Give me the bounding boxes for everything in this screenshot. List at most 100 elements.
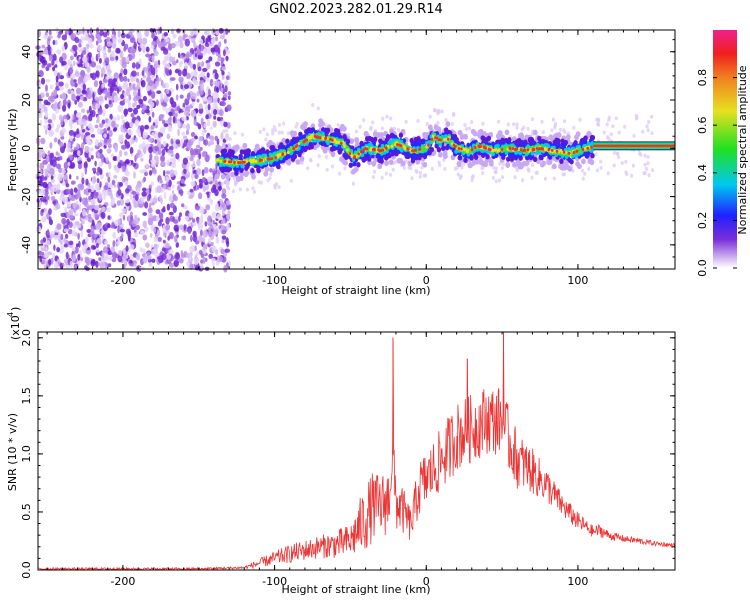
noise-cell	[224, 128, 229, 133]
noise-cell	[208, 229, 213, 238]
noise-cell	[631, 163, 636, 168]
noise-cell	[187, 228, 192, 235]
noise-cell	[181, 131, 185, 136]
noise-cell	[188, 195, 194, 199]
noise-cell	[380, 126, 384, 131]
noise-cell	[213, 224, 217, 230]
noise-cell	[68, 215, 74, 219]
noise-cell	[190, 147, 194, 156]
noise-cell	[197, 222, 203, 231]
noise-cell	[156, 90, 162, 94]
noise-cell	[51, 113, 57, 121]
noise-cell	[179, 188, 183, 197]
noise-cell	[552, 176, 556, 181]
noise-cell	[56, 163, 61, 170]
noise-cell	[184, 61, 188, 70]
noise-cell	[154, 60, 159, 68]
noise-cell	[90, 259, 96, 267]
ridge-cell	[245, 148, 250, 154]
noise-cell	[136, 128, 141, 134]
noise-cell	[74, 71, 81, 77]
ridge-cell	[577, 163, 582, 170]
noise-cell	[530, 117, 535, 122]
noise-cell	[650, 114, 654, 119]
noise-cell	[384, 171, 388, 176]
noise-cell	[198, 136, 203, 142]
ridge-cell	[413, 136, 419, 143]
noise-cell	[212, 184, 216, 191]
noise-cell	[87, 37, 93, 45]
noise-cell	[51, 58, 55, 66]
noise-cell	[198, 249, 203, 255]
noise-cell	[213, 115, 217, 120]
noise-cell	[277, 130, 281, 135]
ridge-cell	[214, 173, 220, 180]
noise-cell	[213, 211, 217, 219]
noise-cell	[205, 114, 209, 120]
noise-cell	[123, 68, 128, 76]
noise-cell	[193, 118, 197, 126]
ridge-cell	[295, 159, 301, 165]
noise-cell	[617, 130, 621, 135]
noise-cell	[138, 143, 144, 150]
noise-cell	[171, 184, 175, 189]
noise-cell	[138, 197, 142, 205]
noise-cell	[40, 188, 46, 196]
noise-cell	[121, 208, 127, 215]
noise-cell	[124, 160, 130, 165]
noise-cell	[84, 120, 88, 127]
noise-cell	[158, 255, 164, 264]
noise-cell	[210, 257, 216, 262]
ridge-cell	[507, 152, 512, 158]
ridge-cell	[311, 127, 316, 133]
noise-cell	[272, 125, 276, 129]
noise-cell	[97, 142, 103, 148]
noise-cell	[80, 229, 84, 238]
noise-cell	[55, 151, 59, 156]
noise-cell	[534, 170, 538, 175]
noise-cell	[306, 166, 310, 171]
noise-cell	[69, 154, 73, 161]
noise-cell	[175, 83, 179, 91]
noise-cell	[84, 256, 89, 261]
noise-cell	[391, 167, 395, 172]
noise-cell	[144, 124, 150, 130]
ridge-cell	[225, 174, 231, 180]
noise-cell	[92, 92, 95, 101]
noise-cell	[166, 186, 172, 191]
noise-cell	[90, 226, 95, 235]
noise-cell	[121, 56, 127, 65]
noise-cell	[172, 142, 177, 148]
noise-cell	[130, 47, 136, 55]
noise-cell	[203, 123, 207, 129]
noise-cell	[221, 74, 225, 80]
noise-cell	[74, 99, 78, 105]
noise-cell	[202, 150, 207, 158]
noise-cell	[194, 257, 199, 262]
noise-cell	[76, 96, 80, 102]
ridge-cell	[388, 159, 394, 165]
noise-cell	[578, 117, 582, 122]
noise-cell	[104, 240, 109, 245]
noise-cell	[77, 232, 80, 240]
noise-cell	[496, 119, 501, 124]
ridge-cell	[269, 166, 274, 173]
noise-cell	[163, 170, 166, 177]
noise-cell	[119, 75, 124, 82]
noise-cell	[182, 235, 186, 241]
noise-cell	[95, 260, 99, 268]
noise-cell	[151, 32, 155, 39]
noise-cell	[81, 177, 85, 185]
noise-cell	[145, 85, 151, 92]
noise-cell	[142, 212, 148, 216]
noise-cell	[173, 219, 179, 224]
noise-cell	[192, 234, 198, 242]
noise-cell	[190, 164, 196, 168]
noise-cell	[309, 158, 313, 163]
noise-cell	[100, 211, 106, 219]
noise-cell	[336, 123, 340, 127]
noise-cell	[151, 41, 157, 46]
noise-cell	[90, 56, 95, 62]
noise-cell	[86, 109, 90, 114]
noise-cell	[227, 91, 232, 96]
